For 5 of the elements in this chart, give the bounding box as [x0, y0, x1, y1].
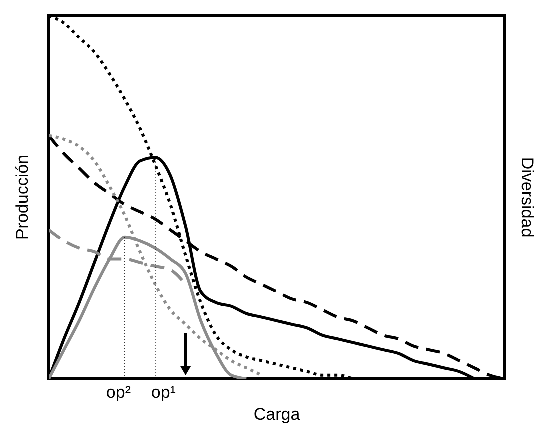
text: op¹: [151, 383, 176, 402]
text: op²: [106, 383, 132, 402]
x-axis-title: Carga: [254, 405, 301, 424]
y2-axis-title: Diversidad: [518, 157, 537, 238]
y-axis-title: Producción: [13, 154, 32, 240]
